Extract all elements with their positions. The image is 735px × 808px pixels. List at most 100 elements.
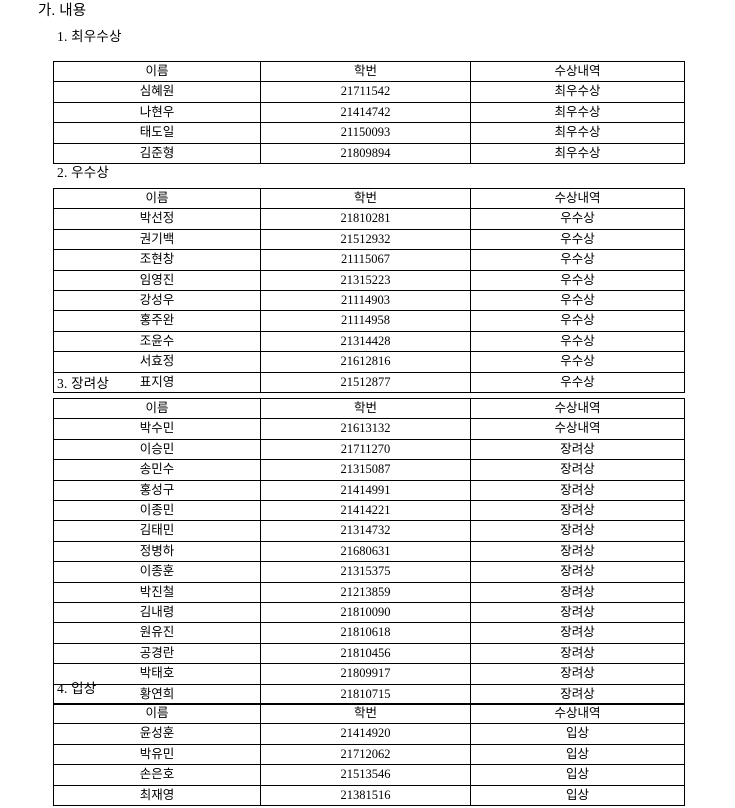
student-id-cell: 21680631 [260, 540, 471, 563]
student-name-cell: 김내령 [53, 602, 261, 624]
award-name-cell: 우수상 [470, 249, 685, 271]
table-row: 서효정 21612816 우수상 [53, 351, 685, 373]
student-name-cell: 손은호 [53, 764, 261, 786]
table-row: 김태민 21314732 장려상 [53, 520, 685, 542]
student-name-cell: 서효정 [53, 351, 261, 373]
student-id-cell: 21114903 [260, 290, 471, 312]
award-name-cell: 우수상 [470, 269, 685, 292]
table-row: 정병하 21680631 장려상 [53, 540, 685, 563]
table-row: 태도일 21150093 최우수상 [53, 122, 685, 144]
award-name-cell: 입상 [470, 764, 685, 786]
student-id-cell: 21114958 [260, 310, 471, 332]
student-id-cell: 21414991 [260, 479, 471, 502]
award-name-cell: 최우수상 [470, 142, 685, 165]
award-name-cell: 최우수상 [470, 81, 685, 103]
student-name-cell: 태도일 [53, 122, 261, 144]
student-id-cell: 21809894 [260, 142, 471, 165]
award-name-cell: 최우수상 [470, 101, 685, 124]
student-id-cell: 21810281 [260, 208, 471, 230]
student-name-cell: 이종민 [53, 500, 261, 522]
column-header-award-name-cell: 수상내역 [470, 702, 685, 725]
student-id-cell: 21512932 [260, 228, 471, 251]
award-name-cell: 우수상 [470, 290, 685, 312]
table-header-row: 이름 학번 수상내역 [53, 702, 685, 725]
column-header-student-id-cell: 학번 [260, 60, 471, 83]
student-id-cell: 21315375 [260, 561, 471, 583]
student-id-cell: 21150093 [260, 122, 471, 144]
student-id-cell: 21381516 [260, 784, 471, 807]
column-header-student-id-cell: 학번 [260, 397, 471, 420]
student-id-cell: 21613132 [260, 418, 471, 440]
student-id-cell: 21314428 [260, 330, 471, 353]
student-id-cell: 21414221 [260, 500, 471, 522]
award-name-cell: 입상 [470, 784, 685, 807]
award-name-cell: 수상내역 [470, 418, 685, 440]
table-row: 이종훈 21315375 장려상 [53, 561, 685, 583]
table-row: 황연희 21810715 장려상 [53, 683, 685, 706]
section-heading-4: 4. 입상 [57, 681, 97, 696]
column-header-student-name-cell: 이름 [53, 702, 261, 725]
table-row: 심혜원 21711542 최우수상 [53, 81, 685, 103]
table-row: 강성우 21114903 우수상 [53, 290, 685, 312]
table-row: 박태호 21809917 장려상 [53, 663, 685, 685]
table-row: 김준형 21809894 최우수상 [53, 142, 685, 165]
section-heading-3: 3. 장려상 [57, 376, 109, 391]
student-id-cell: 21711270 [260, 438, 471, 461]
column-header-award-name-cell: 수상내역 [470, 60, 685, 83]
column-header-student-id-cell: 학번 [260, 702, 471, 725]
document-title: 가. 내용 [38, 3, 87, 19]
student-name-cell: 강성우 [53, 290, 261, 312]
award-table-3: 이름 학번 수상내역 박수민 21613132 수상내역 이승민 21711270 장려상 송민수… [53, 397, 685, 706]
student-id-cell: 21810618 [260, 622, 471, 644]
student-name-cell: 윤성훈 [53, 723, 261, 745]
section-heading-1: 1. 최우수상 [57, 29, 122, 44]
column-header-award-name-cell: 수상내역 [470, 397, 685, 420]
table-row: 원유진 21810618 장려상 [53, 622, 685, 644]
award-name-cell: 우수상 [470, 310, 685, 332]
award-name-cell: 장려상 [470, 540, 685, 563]
student-id-cell: 21809917 [260, 663, 471, 685]
award-table-2: 이름 학번 수상내역 박선정 21810281 우수상 권기백 21512932 우수상 조현창 2… [53, 187, 685, 394]
section-heading-2: 2. 우수상 [57, 165, 109, 180]
table-row: 조윤수 21314428 우수상 [53, 330, 685, 353]
award-name-cell: 장려상 [470, 500, 685, 522]
table-row: 박수민 21613132 수상내역 [53, 418, 685, 440]
award-name-cell: 장려상 [470, 561, 685, 583]
student-name-cell: 김준형 [53, 142, 261, 165]
award-table-3-body: 이름 학번 수상내역 박수민 21613132 수상내역 이승민 21711270 장려상 송민수… [53, 397, 685, 706]
award-table-1-body: 이름 학번 수상내역 심혜원 21711542 최우수상 나현우 21414742 최우수상 태도… [53, 60, 685, 165]
column-header-award-name-cell: 수상내역 [470, 187, 685, 210]
award-name-cell: 우수상 [470, 351, 685, 373]
award-name-cell: 우수상 [470, 371, 685, 394]
table-row: 김내령 21810090 장려상 [53, 602, 685, 624]
table-row: 홍성구 21414991 장려상 [53, 479, 685, 502]
table-row: 박선정 21810281 우수상 [53, 208, 685, 230]
student-id-cell: 21810715 [260, 683, 471, 706]
student-name-cell: 원유진 [53, 622, 261, 644]
award-name-cell: 장려상 [470, 438, 685, 461]
award-name-cell: 장려상 [470, 602, 685, 624]
student-name-cell: 박선정 [53, 208, 261, 230]
table-header-row: 이름 학번 수상내역 [53, 397, 685, 420]
table-row: 나현우 21414742 최우수상 [53, 101, 685, 124]
award-table-4: 이름 학번 수상내역 윤성훈 21414920 입상 박유민 21712062 입상 손은호 215… [53, 702, 685, 807]
student-name-cell: 나현우 [53, 101, 261, 124]
student-name-cell: 송민수 [53, 459, 261, 481]
student-name-cell: 이승민 [53, 438, 261, 461]
student-name-cell: 조윤수 [53, 330, 261, 353]
student-id-cell: 21315223 [260, 269, 471, 292]
table-header-row: 이름 학번 수상내역 [53, 60, 685, 83]
student-name-cell: 홍성구 [53, 479, 261, 502]
award-name-cell: 장려상 [470, 520, 685, 542]
student-name-cell: 박진철 [53, 581, 261, 604]
student-id-cell: 21314732 [260, 520, 471, 542]
student-id-cell: 21513546 [260, 764, 471, 786]
table-row: 표지영 21512877 우수상 [53, 371, 685, 394]
award-table-2-body: 이름 학번 수상내역 박선정 21810281 우수상 권기백 21512932 우수상 조현창 2… [53, 187, 685, 394]
award-name-cell: 입상 [470, 743, 685, 766]
student-name-cell: 표지영 [53, 371, 261, 394]
student-id-cell: 21414920 [260, 723, 471, 745]
award-name-cell: 장려상 [470, 622, 685, 644]
student-name-cell: 홍주완 [53, 310, 261, 332]
column-header-student-name-cell: 이름 [53, 187, 261, 210]
